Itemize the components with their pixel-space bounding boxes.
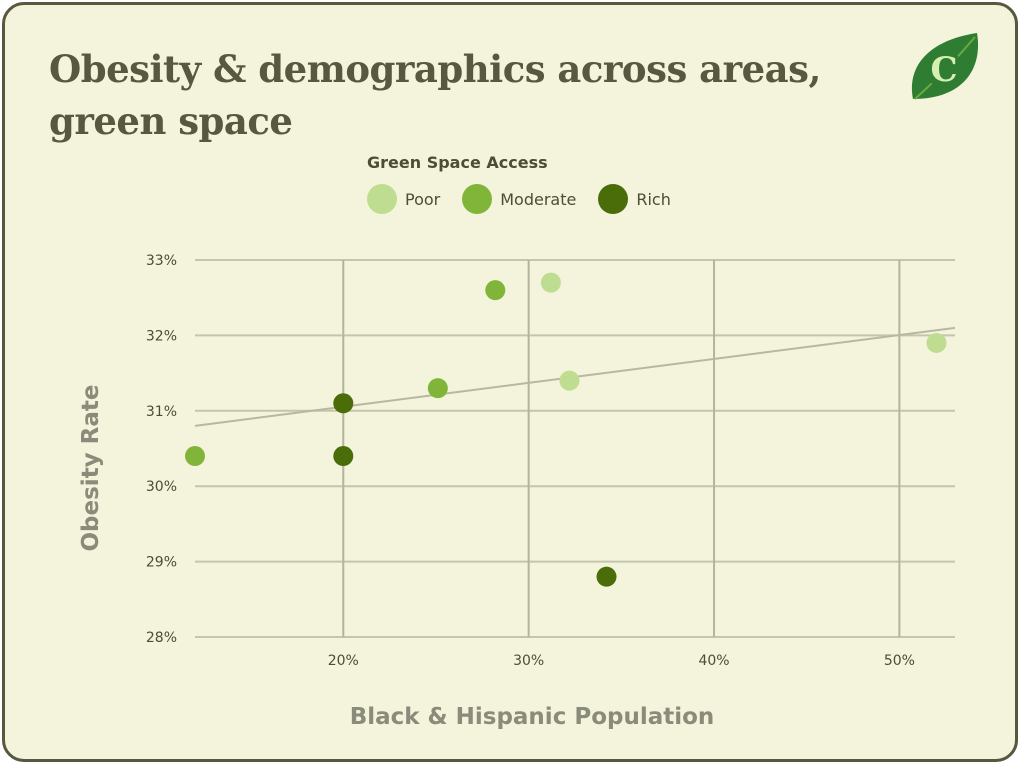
legend-swatch-poor: [367, 184, 397, 214]
data-point-poor: [559, 370, 580, 391]
data-point-moderate: [185, 446, 205, 467]
data-point-poor: [540, 272, 561, 293]
y-axis-title: Obesity Rate: [78, 384, 104, 551]
gridlines: [195, 259, 955, 638]
y-tick-label: 32%: [146, 328, 177, 344]
y-tick-label: 29%: [146, 555, 177, 571]
legend-label-poor: Poor: [405, 189, 441, 209]
leaf-icon: C: [911, 33, 979, 100]
y-tick-label: 28%: [146, 630, 177, 646]
logo-letter: C: [930, 50, 957, 90]
legend-label-rich: Rich: [636, 189, 671, 209]
data-point-poor: [926, 332, 947, 353]
legend-item-moderate: Moderate: [462, 184, 576, 214]
y-tick-label: 33%: [146, 253, 177, 269]
x-axis-ticks: 20% 30% 40% 50%: [328, 653, 915, 669]
chart-title: Obesity & demographics across areas, gre…: [49, 47, 821, 143]
x-tick-label: 50%: [884, 653, 915, 669]
data-points: [185, 272, 947, 587]
x-axis-title: Black & Hispanic Population: [350, 704, 715, 730]
x-tick-label: 30%: [513, 653, 544, 669]
legend-label-moderate: Moderate: [500, 189, 577, 209]
data-point-moderate: [427, 378, 448, 399]
data-point-rich: [333, 446, 354, 467]
x-tick-label: 20%: [328, 653, 359, 669]
legend-item-poor: Poor: [367, 184, 440, 214]
scatter-plot: 20% 30% 40% 50% 28% 29% 30% 31% 32% 33% Black & …: [78, 253, 956, 730]
legend-swatch-rich: [598, 184, 629, 214]
y-tick-label: 30%: [146, 479, 177, 495]
x-tick-label: 40%: [698, 653, 729, 669]
data-point-rich: [596, 566, 617, 587]
legend: Poor Moderate Rich: [367, 183, 693, 215]
y-axis-ticks: 28% 29% 30% 31% 32% 33%: [146, 253, 177, 646]
legend-title: Green Space Access: [367, 153, 548, 172]
legend-swatch-moderate: [462, 184, 493, 214]
data-point-rich: [333, 393, 354, 414]
y-tick-label: 31%: [146, 404, 177, 420]
legend-item-rich: Rich: [598, 184, 671, 214]
data-point-moderate: [485, 280, 506, 301]
